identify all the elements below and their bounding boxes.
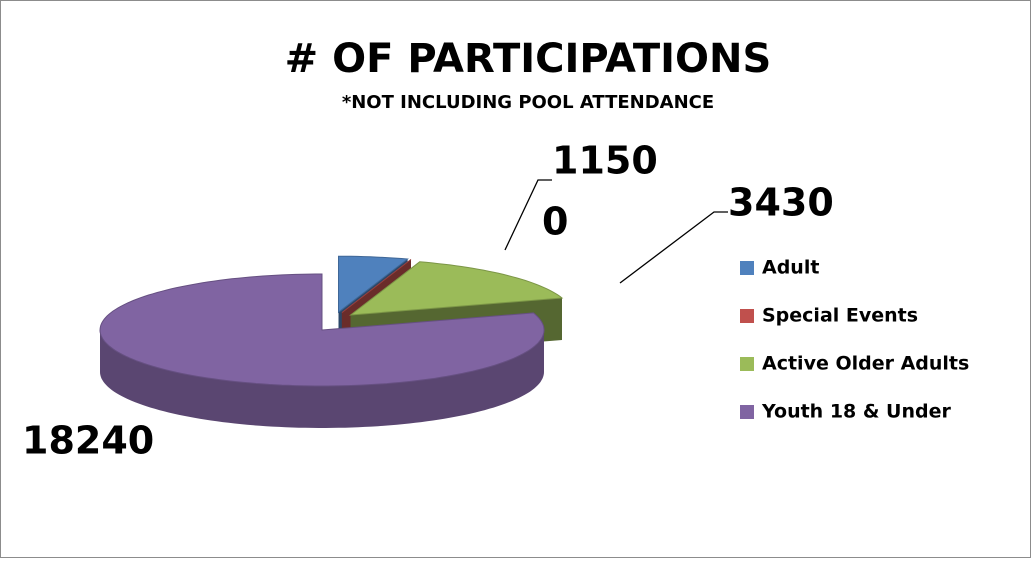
slice-side: [100, 330, 544, 428]
legend-label: Adult: [762, 257, 819, 279]
pie-slice: [348, 261, 564, 316]
legend-label: Active Older Adults: [762, 353, 969, 375]
legend-swatch: [740, 309, 754, 323]
data-label: 0: [542, 200, 568, 244]
legend-label: Youth 18 & Under: [761, 401, 951, 423]
chart-title: # OF PARTICIPATIONS: [285, 36, 772, 82]
data-label: 3430: [728, 181, 834, 225]
data-label: 18240: [22, 419, 154, 463]
data-label: 1150: [552, 139, 658, 183]
chart-subtitle: *NOT INCLUDING POOL ATTENDANCE: [342, 92, 714, 113]
legend-swatch: [740, 261, 754, 275]
pie-slice: [99, 273, 545, 387]
pie-slice: [338, 255, 409, 314]
leader-line: [619, 211, 728, 284]
legend-swatch: [740, 405, 754, 419]
pie-slice: [341, 259, 412, 313]
legend-swatch: [740, 357, 754, 371]
leader-line: [504, 179, 552, 251]
legend-label: Special Events: [762, 305, 918, 327]
